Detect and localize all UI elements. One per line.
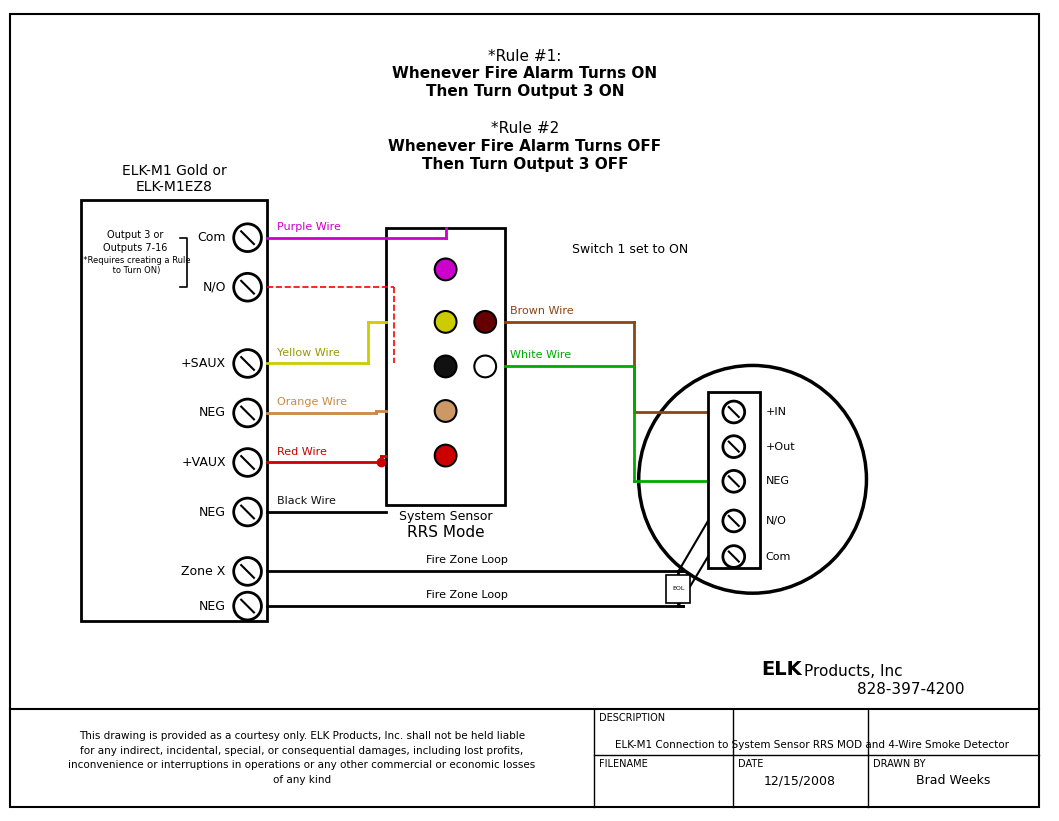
Text: ELK: ELK bbox=[761, 660, 802, 679]
Circle shape bbox=[474, 355, 496, 378]
Circle shape bbox=[435, 400, 456, 422]
Text: 828-397-4200: 828-397-4200 bbox=[858, 682, 965, 697]
Text: ELK-M1EZ8: ELK-M1EZ8 bbox=[136, 180, 213, 194]
Circle shape bbox=[639, 365, 866, 594]
Text: Switch 1 set to ON: Switch 1 set to ON bbox=[572, 243, 688, 255]
Text: (*Requires creating a Rule: (*Requires creating a Rule bbox=[80, 255, 191, 264]
Text: DESCRIPTION: DESCRIPTION bbox=[599, 713, 665, 723]
Text: NEG: NEG bbox=[766, 476, 789, 486]
Text: Products, Inc: Products, Inc bbox=[804, 664, 902, 679]
Text: to Turn ON): to Turn ON) bbox=[110, 267, 161, 275]
Text: +Out: +Out bbox=[766, 442, 795, 452]
Text: Black Wire: Black Wire bbox=[277, 496, 336, 506]
Circle shape bbox=[723, 510, 744, 532]
Text: Outputs 7-16: Outputs 7-16 bbox=[104, 243, 168, 253]
Circle shape bbox=[234, 273, 262, 301]
Text: Purple Wire: Purple Wire bbox=[277, 222, 341, 232]
Text: FILENAME: FILENAME bbox=[599, 759, 648, 768]
Text: +SAUX: +SAUX bbox=[181, 357, 226, 370]
Text: Fire Zone Loop: Fire Zone Loop bbox=[426, 590, 507, 600]
Circle shape bbox=[234, 448, 262, 476]
Bar bbox=[387, 227, 505, 505]
Text: DATE: DATE bbox=[738, 759, 764, 768]
Text: Then Turn Output 3 ON: Then Turn Output 3 ON bbox=[426, 85, 624, 99]
Circle shape bbox=[435, 445, 456, 466]
Text: ELK-M1 Gold or: ELK-M1 Gold or bbox=[122, 164, 227, 178]
Circle shape bbox=[234, 350, 262, 378]
Circle shape bbox=[234, 498, 262, 526]
Circle shape bbox=[723, 401, 744, 423]
Circle shape bbox=[435, 259, 456, 280]
Text: DRAWN BY: DRAWN BY bbox=[874, 759, 926, 768]
Bar bbox=[82, 200, 267, 621]
Text: +VAUX: +VAUX bbox=[181, 456, 226, 469]
Circle shape bbox=[474, 311, 496, 333]
Text: Com: Com bbox=[766, 552, 791, 562]
Text: NEG: NEG bbox=[199, 599, 226, 612]
Text: Com: Com bbox=[197, 232, 226, 244]
Bar bbox=[666, 575, 690, 603]
Circle shape bbox=[435, 355, 456, 378]
Text: N/O: N/O bbox=[202, 281, 226, 294]
Text: Fire Zone Loop: Fire Zone Loop bbox=[426, 556, 507, 566]
Text: Orange Wire: Orange Wire bbox=[277, 397, 347, 407]
Text: NEG: NEG bbox=[199, 506, 226, 519]
Text: Yellow Wire: Yellow Wire bbox=[277, 347, 340, 357]
Text: *Rule #2: *Rule #2 bbox=[490, 121, 559, 135]
Text: Brad Weeks: Brad Weeks bbox=[916, 774, 991, 787]
Text: Whenever Fire Alarm Turns ON: Whenever Fire Alarm Turns ON bbox=[392, 67, 658, 81]
Text: White Wire: White Wire bbox=[510, 351, 571, 360]
Text: +IN: +IN bbox=[766, 407, 787, 417]
Text: ELK-M1 Connection to System Sensor RRS MOD and 4-Wire Smoke Detector: ELK-M1 Connection to System Sensor RRS M… bbox=[615, 740, 1009, 750]
Text: 12/15/2008: 12/15/2008 bbox=[765, 774, 837, 787]
Text: System Sensor: System Sensor bbox=[399, 510, 492, 523]
Circle shape bbox=[234, 224, 262, 251]
Text: Then Turn Output 3 OFF: Then Turn Output 3 OFF bbox=[421, 157, 628, 172]
Text: *Rule #1:: *Rule #1: bbox=[488, 48, 561, 63]
Circle shape bbox=[234, 557, 262, 585]
Text: N/O: N/O bbox=[766, 516, 787, 526]
Text: Red Wire: Red Wire bbox=[277, 447, 327, 456]
Text: Brown Wire: Brown Wire bbox=[510, 306, 574, 316]
Text: Zone X: Zone X bbox=[181, 565, 226, 578]
Text: NEG: NEG bbox=[199, 406, 226, 420]
Circle shape bbox=[435, 311, 456, 333]
Circle shape bbox=[723, 546, 744, 567]
Circle shape bbox=[723, 470, 744, 493]
Text: RRS Mode: RRS Mode bbox=[407, 525, 484, 540]
Bar bbox=[708, 392, 759, 568]
Circle shape bbox=[234, 592, 262, 620]
Text: Whenever Fire Alarm Turns OFF: Whenever Fire Alarm Turns OFF bbox=[389, 139, 662, 154]
Text: Output 3 or: Output 3 or bbox=[107, 230, 164, 240]
Text: EOL: EOL bbox=[672, 586, 684, 591]
Circle shape bbox=[234, 399, 262, 427]
Circle shape bbox=[723, 436, 744, 457]
Text: This drawing is provided as a courtesy only. ELK Products, Inc. shall not be hel: This drawing is provided as a courtesy o… bbox=[69, 732, 536, 785]
